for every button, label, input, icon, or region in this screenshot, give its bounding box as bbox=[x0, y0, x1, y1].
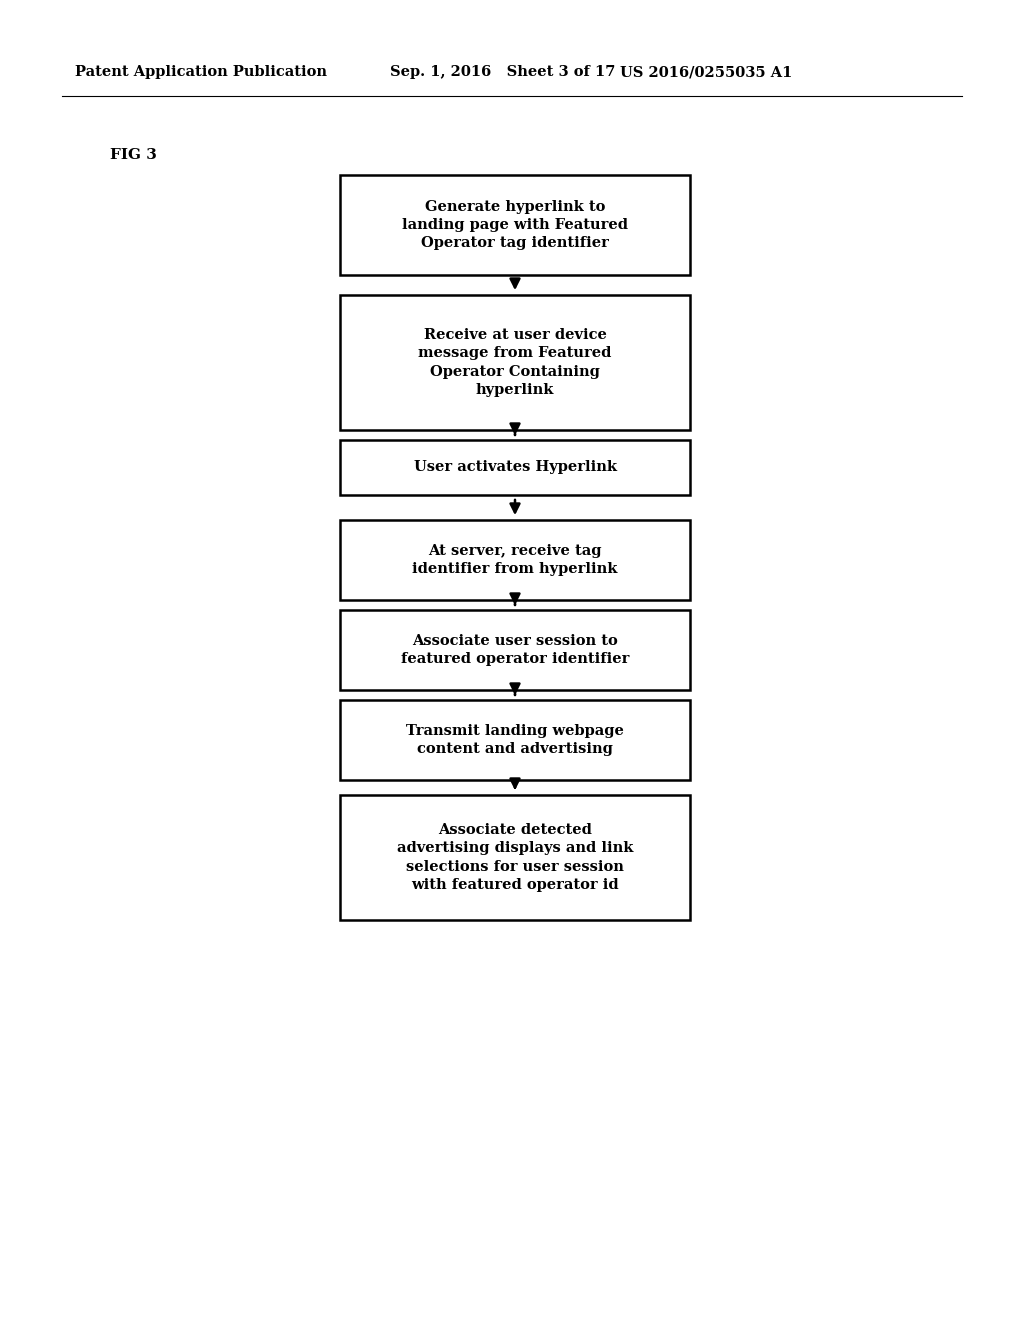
Text: Associate detected
advertising displays and link
selections for user session
wit: Associate detected advertising displays … bbox=[397, 822, 633, 892]
Text: Associate user session to
featured operator identifier: Associate user session to featured opera… bbox=[400, 634, 629, 667]
Bar bbox=[340, 610, 690, 690]
Bar bbox=[340, 294, 690, 430]
Text: Patent Application Publication: Patent Application Publication bbox=[75, 65, 327, 79]
Text: At server, receive tag
identifier from hyperlink: At server, receive tag identifier from h… bbox=[413, 544, 617, 577]
Text: FIG 3: FIG 3 bbox=[110, 148, 157, 162]
Text: Receive at user device
message from Featured
Operator Containing
hyperlink: Receive at user device message from Feat… bbox=[419, 327, 611, 397]
Text: Transmit landing webpage
content and advertising: Transmit landing webpage content and adv… bbox=[407, 723, 624, 756]
Bar bbox=[340, 520, 690, 601]
Bar bbox=[340, 700, 690, 780]
Bar bbox=[340, 176, 690, 275]
Text: User activates Hyperlink: User activates Hyperlink bbox=[414, 461, 616, 474]
Text: US 2016/0255035 A1: US 2016/0255035 A1 bbox=[620, 65, 793, 79]
Bar bbox=[340, 795, 690, 920]
Text: Sep. 1, 2016   Sheet 3 of 17: Sep. 1, 2016 Sheet 3 of 17 bbox=[390, 65, 615, 79]
Text: Generate hyperlink to
landing page with Featured
Operator tag identifier: Generate hyperlink to landing page with … bbox=[402, 199, 628, 251]
Bar bbox=[340, 440, 690, 495]
